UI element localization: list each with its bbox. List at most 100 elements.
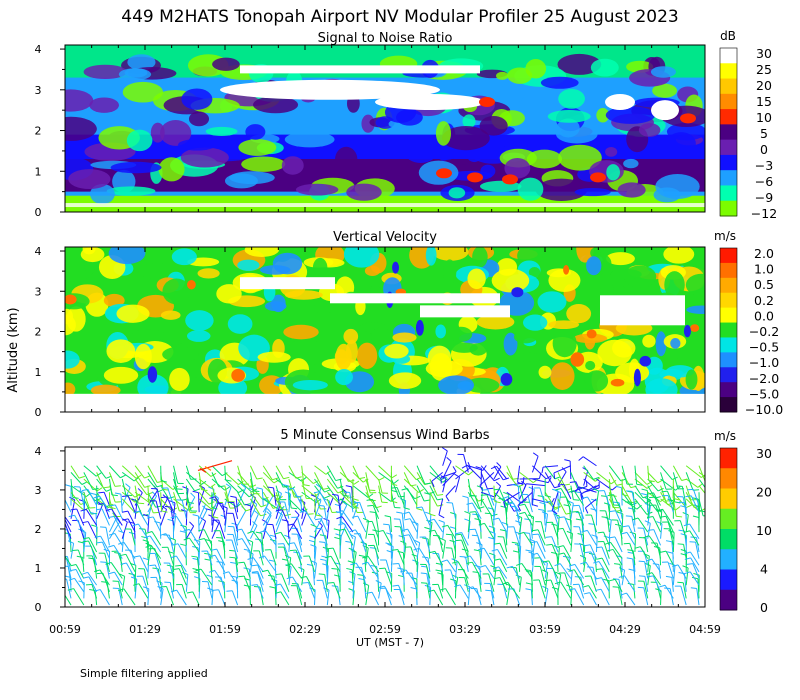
- colorbar-label: 20: [756, 485, 772, 500]
- colorbar-label: −2.0: [749, 371, 779, 386]
- colorbar-swatch: [720, 589, 737, 611]
- colorbar-label: 15: [756, 94, 772, 109]
- colorbar-swatch: [720, 185, 737, 202]
- y-tick-label: 0: [35, 601, 42, 614]
- y-tick-label: 4: [35, 43, 42, 56]
- y-tick-label: 2: [35, 326, 42, 339]
- y-tick-label: 0: [35, 206, 42, 219]
- y-tick-label: 3: [35, 285, 42, 298]
- y-tick-label: 1: [35, 562, 42, 575]
- panel-2: 0 1 2 3 4 Vertical Velocity m/s 2.01.00.50.20.0…: [35, 229, 784, 419]
- colorbar-label: −12: [751, 206, 777, 221]
- colorbar-swatch: [720, 292, 737, 309]
- plot-area-2: [65, 247, 705, 412]
- y-tick-label: 0: [35, 406, 42, 419]
- colorbar-swatch: [720, 448, 737, 469]
- colorbar-swatch: [720, 277, 737, 294]
- colorbar-swatch: [720, 508, 737, 530]
- colorbar-label: 0.5: [754, 277, 774, 292]
- colorbar-swatch: [720, 200, 737, 217]
- colorbar-frame: [719, 447, 738, 611]
- panel-3: 0 1 2 3 4 5 Minute Consensus Wind Barbs m/s 30 2…: [35, 428, 772, 615]
- colorbar-swatch: [720, 549, 737, 570]
- colorbar-swatch: [720, 367, 737, 383]
- colorbar-swatch: [720, 488, 737, 510]
- colorbar-swatch: [720, 78, 737, 95]
- colorbar-label: 25: [756, 62, 772, 77]
- colorbar-label: −0.5: [749, 340, 779, 355]
- colorbar-swatch: [720, 352, 737, 368]
- colorbar-label: 0.0: [754, 308, 774, 323]
- colorbar-label: −3: [755, 158, 773, 173]
- colorbar-label: 0.2: [754, 293, 774, 308]
- x-tick-label: 03:59: [529, 623, 561, 636]
- colorbar-label: 30: [756, 446, 772, 461]
- colorbar-label: 20: [756, 78, 772, 93]
- x-tick-label: 01:29: [129, 623, 161, 636]
- colorbar-label: −0.2: [749, 324, 779, 339]
- colorbar-label: −10.0: [745, 402, 783, 417]
- x-tick-label: 02:59: [369, 623, 401, 636]
- colorbar-frame: [719, 247, 738, 413]
- y-tick-label: 1: [35, 165, 42, 178]
- x-tick-label: 02:29: [289, 623, 321, 636]
- colorbar-swatch: [720, 382, 737, 398]
- x-tick-label: 04:59: [689, 623, 721, 636]
- colorbar-swatch: [720, 307, 737, 324]
- y-tick-label: 3: [35, 484, 42, 497]
- colorbar-swatch: [720, 397, 737, 413]
- colorbar-swatch: [720, 63, 737, 80]
- colorbar-swatch: [720, 48, 737, 64]
- colorbar-label: 2.0: [754, 246, 774, 261]
- plot-area-3: [65, 447, 705, 606]
- y-tick-label: 1: [35, 366, 42, 379]
- colorbar-frame: [719, 47, 738, 217]
- colorbar-label: −1.0: [749, 355, 779, 370]
- colorbar-swatch: [720, 124, 737, 141]
- x-tick-label: 01:59: [209, 623, 241, 636]
- colorbar-unit: m/s: [714, 429, 736, 443]
- colorbar-label: 0: [760, 600, 768, 615]
- colorbar-label: 5: [760, 126, 768, 141]
- panel-title: 5 Minute Consensus Wind Barbs: [280, 428, 489, 443]
- colorbar-label: 10: [756, 110, 772, 125]
- colorbar-swatch: [720, 262, 737, 279]
- plot-area-1: [65, 45, 705, 212]
- y-tick-label: 2: [35, 523, 42, 536]
- colorbar-swatch: [720, 109, 737, 125]
- colorbar-unit: m/s: [714, 229, 736, 243]
- colorbar-label: 10: [756, 523, 772, 538]
- colorbar-swatch: [720, 569, 737, 591]
- y-tick-label: 2: [35, 125, 42, 138]
- colorbar-swatch: [720, 139, 737, 156]
- panel-title: Vertical Velocity: [333, 230, 437, 245]
- colorbar-unit: dB: [720, 29, 736, 43]
- colorbar-swatch: [720, 93, 737, 110]
- x-tick-label: 03:29: [449, 623, 481, 636]
- colorbar-swatch: [720, 337, 737, 353]
- panel-title: Signal to Noise Ratio: [318, 31, 453, 46]
- x-tick-label: 04:29: [609, 623, 641, 636]
- colorbar-swatch: [720, 529, 737, 550]
- colorbar-label: −6: [755, 174, 773, 189]
- colorbar-swatch: [720, 468, 737, 489]
- colorbar-label: −9: [755, 190, 773, 205]
- colorbar-label: 4: [760, 562, 768, 577]
- y-tick-label: 3: [35, 84, 42, 97]
- colorbar-swatch: [720, 170, 737, 186]
- y-axis-label: Altitude (km): [6, 307, 21, 392]
- colorbar-swatch: [720, 248, 737, 264]
- colorbar-label: 0: [760, 142, 768, 157]
- y-tick-label: 4: [35, 445, 42, 458]
- figure-title: 449 M2HATS Tonopah Airport NV Modular Pr…: [121, 7, 678, 27]
- colorbar-label: 1.0: [754, 262, 774, 277]
- y-tick-label: 4: [35, 245, 42, 258]
- x-axis-label: UT (MST - 7): [356, 636, 424, 649]
- x-tick-label: 00:59: [49, 623, 81, 636]
- colorbar-label: −5.0: [749, 386, 779, 401]
- colorbar-swatch: [720, 154, 737, 171]
- colorbar-swatch: [720, 322, 737, 338]
- filter-note: Simple filtering applied: [80, 667, 208, 680]
